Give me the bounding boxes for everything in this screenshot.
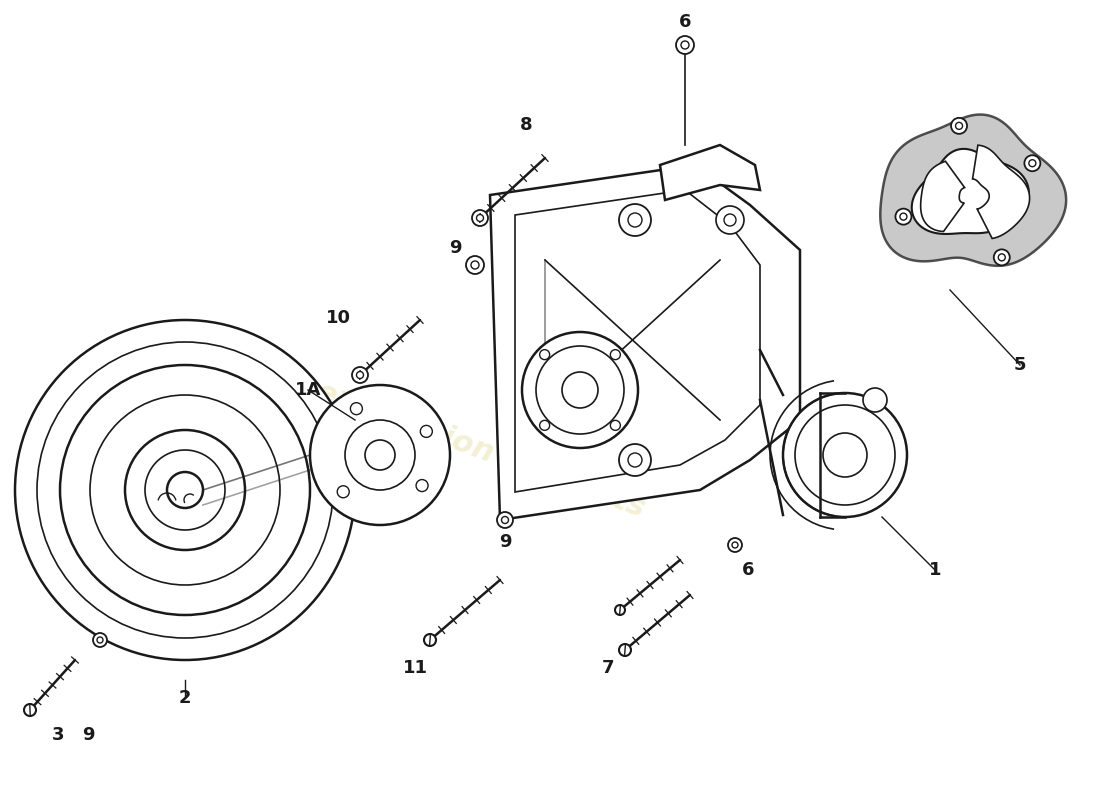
Circle shape (354, 369, 366, 381)
Circle shape (416, 479, 428, 491)
Text: 10: 10 (326, 309, 351, 327)
Text: 9: 9 (81, 726, 95, 744)
Text: 5: 5 (1014, 356, 1026, 374)
Circle shape (497, 512, 513, 528)
Circle shape (522, 332, 638, 448)
Circle shape (628, 213, 642, 227)
Circle shape (795, 405, 895, 505)
Circle shape (999, 254, 1005, 261)
Polygon shape (490, 165, 800, 520)
Circle shape (728, 538, 743, 552)
Circle shape (952, 118, 967, 134)
Text: 6: 6 (741, 561, 755, 579)
Circle shape (94, 633, 107, 647)
Polygon shape (660, 145, 760, 200)
Polygon shape (880, 114, 1066, 266)
Text: 185: 185 (558, 305, 743, 435)
Circle shape (610, 350, 620, 360)
Circle shape (365, 440, 395, 470)
Circle shape (424, 634, 436, 646)
Text: 2: 2 (178, 689, 191, 707)
Circle shape (540, 420, 550, 430)
Circle shape (352, 367, 368, 383)
Circle shape (619, 204, 651, 236)
Circle shape (716, 206, 744, 234)
Circle shape (1028, 160, 1036, 166)
Circle shape (310, 385, 450, 525)
Text: 9: 9 (498, 533, 512, 551)
Circle shape (60, 365, 310, 615)
Circle shape (24, 704, 36, 716)
Text: 8: 8 (519, 116, 532, 134)
Circle shape (125, 430, 245, 550)
Circle shape (619, 644, 631, 656)
Circle shape (823, 433, 867, 477)
Text: 9: 9 (449, 239, 461, 257)
Circle shape (145, 450, 226, 530)
Circle shape (610, 420, 620, 430)
Circle shape (900, 213, 906, 220)
Circle shape (471, 261, 478, 269)
Circle shape (351, 402, 362, 414)
Polygon shape (912, 149, 1028, 234)
Text: 6: 6 (679, 13, 691, 31)
Circle shape (732, 542, 738, 548)
Text: expression for parts: expression for parts (311, 377, 649, 523)
Polygon shape (515, 190, 760, 492)
Text: 3: 3 (52, 726, 64, 744)
Circle shape (783, 393, 907, 517)
Circle shape (562, 372, 598, 408)
Circle shape (15, 320, 355, 660)
Circle shape (356, 371, 363, 378)
Circle shape (167, 472, 204, 508)
Circle shape (724, 214, 736, 226)
Circle shape (676, 36, 694, 54)
Text: 11: 11 (403, 659, 428, 677)
Text: 1: 1 (928, 561, 942, 579)
Circle shape (466, 256, 484, 274)
Circle shape (615, 605, 625, 615)
Circle shape (993, 250, 1010, 266)
Circle shape (956, 122, 962, 130)
Circle shape (420, 426, 432, 438)
Circle shape (619, 444, 651, 476)
Circle shape (628, 453, 642, 467)
Circle shape (681, 41, 689, 49)
Circle shape (37, 342, 333, 638)
Circle shape (540, 350, 550, 360)
Circle shape (90, 395, 280, 585)
Circle shape (338, 486, 349, 498)
Circle shape (895, 209, 912, 225)
Polygon shape (921, 162, 965, 231)
Text: 1A: 1A (295, 381, 321, 399)
Circle shape (472, 210, 488, 226)
Text: 7: 7 (602, 659, 614, 677)
Circle shape (97, 637, 103, 643)
Circle shape (476, 214, 484, 222)
Circle shape (345, 420, 415, 490)
Polygon shape (972, 145, 1030, 238)
Circle shape (536, 346, 624, 434)
Circle shape (502, 517, 508, 523)
Circle shape (864, 388, 887, 412)
Circle shape (474, 212, 486, 224)
Circle shape (1024, 155, 1041, 171)
